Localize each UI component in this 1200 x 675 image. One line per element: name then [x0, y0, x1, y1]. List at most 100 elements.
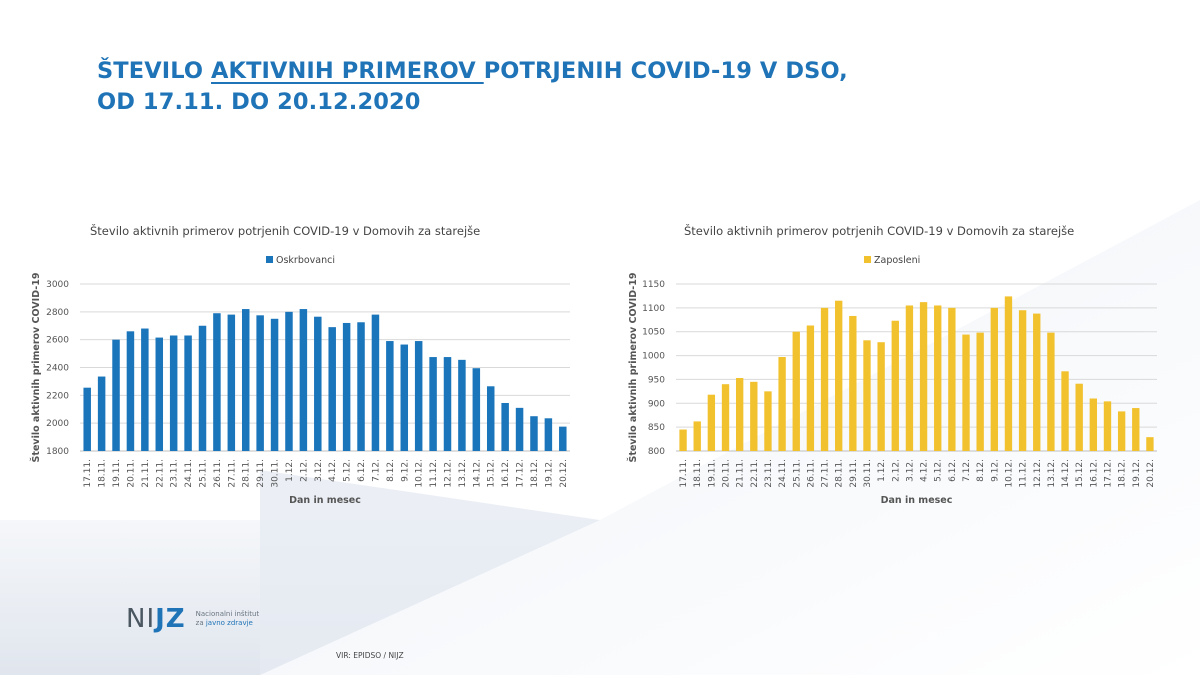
x-tick-label: 21.11.: [141, 459, 151, 488]
bar: [256, 315, 264, 451]
bar: [328, 327, 336, 451]
bar: [299, 309, 308, 451]
x-tick-label: 2.12.: [891, 459, 901, 482]
bar: [806, 325, 815, 451]
x-tick-label: 30.11.: [271, 459, 281, 488]
bar: [778, 357, 786, 451]
y-tick-label: 1050: [642, 328, 665, 338]
x-tick-label: 19.11.: [112, 459, 122, 488]
y-tick-label: 1000: [642, 352, 665, 362]
bar: [1004, 296, 1013, 451]
x-tick-label: 19.12.: [1132, 459, 1142, 488]
y-tick-label: 2400: [46, 364, 69, 374]
bar: [792, 331, 800, 451]
bar: [227, 314, 236, 451]
x-tick-label: 20.11.: [126, 459, 136, 488]
chart-title: Število aktivnih primerov potrjenih COVI…: [90, 223, 480, 238]
x-tick-label: 18.12.: [1118, 459, 1128, 488]
x-tick-label: 11.12.: [429, 459, 439, 488]
bar: [1117, 411, 1126, 451]
x-tick-label: 11.12.: [1019, 459, 1029, 488]
nijz-logo-mark: NIJZ: [126, 604, 186, 634]
bar: [948, 307, 956, 451]
bar: [1089, 398, 1098, 451]
x-tick-label: 26.11.: [213, 459, 223, 488]
x-tick-label: 7.12.: [962, 459, 972, 482]
bar: [863, 340, 871, 451]
x-tick-label: 24.11.: [778, 459, 788, 488]
x-tick-label: 17.11.: [83, 459, 93, 488]
bar: [472, 368, 481, 451]
x-tick-label: 29.11.: [256, 459, 266, 488]
x-tick-label: 16.12.: [501, 459, 511, 488]
x-tick-label: 5.12.: [343, 459, 353, 482]
legend-swatch: [864, 256, 871, 263]
x-tick-label: 18.11.: [693, 459, 703, 488]
x-tick-label: 10.12.: [1004, 459, 1014, 488]
x-tick-label: 19.12.: [544, 459, 554, 488]
x-tick-label: 26.11.: [806, 459, 816, 488]
y-axis-title: Število aktivnih primerov COVID-19: [627, 273, 639, 463]
x-tick-label: 27.11.: [227, 459, 237, 488]
bar: [962, 334, 970, 451]
y-axis-title: Število aktivnih primerov COVID-19: [30, 273, 42, 463]
x-tick-label: 4.12.: [920, 459, 930, 482]
slide-title-line-1: ŠTEVILO AKTIVNIH PRIMEROV POTRJENIH COVI…: [97, 58, 848, 84]
bar: [270, 318, 279, 451]
x-tick-label: 29.11.: [849, 459, 859, 488]
bar: [707, 394, 716, 451]
x-tick-label: 18.11.: [98, 459, 108, 488]
x-tick-label: 17.12.: [1103, 459, 1113, 488]
bar: [486, 386, 495, 451]
x-tick-label: 4.12.: [328, 459, 338, 482]
bar: [976, 332, 984, 451]
y-tick-label: 850: [648, 423, 665, 433]
bar: [530, 416, 538, 451]
x-tick-label: 15.12.: [487, 459, 497, 488]
bar: [919, 302, 928, 451]
x-tick-label: 15.12.: [1075, 459, 1085, 488]
bar: [184, 335, 192, 451]
bar: [342, 322, 351, 451]
title-underlined-text: AKTIVNIH PRIMEROV: [211, 58, 484, 84]
x-axis-title: Dan in mesec: [289, 495, 361, 506]
bar: [198, 325, 207, 451]
y-tick-label: 2000: [46, 419, 69, 429]
nijz-logo-text: Nacionalni inštitut za javno zdravje: [195, 610, 260, 627]
bar: [515, 407, 524, 451]
x-tick-label: 14.12.: [1061, 459, 1071, 488]
x-tick-label: 3.12.: [314, 459, 324, 482]
bar: [241, 309, 250, 451]
bar: [905, 305, 914, 451]
bar: [400, 344, 409, 451]
bar: [1075, 383, 1083, 451]
bar: [990, 307, 998, 451]
y-tick-label: 1100: [642, 304, 665, 314]
bar: [285, 311, 293, 451]
bar: [169, 335, 178, 451]
bar: [1103, 401, 1112, 451]
bar: [314, 316, 322, 451]
x-tick-label: 5.12.: [934, 459, 944, 482]
source-note: VIR: EPIDSO / NIJZ: [336, 651, 404, 660]
legend-label: Oskrbovanci: [276, 255, 335, 266]
bar: [429, 357, 437, 451]
x-tick-label: 30.11.: [863, 459, 873, 488]
x-tick-label: 23.11.: [170, 459, 180, 488]
bar: [386, 341, 394, 451]
x-tick-label: 13.12.: [458, 459, 468, 488]
bar: [1146, 437, 1154, 451]
y-tick-label: 2800: [46, 308, 69, 318]
x-tick-label: 6.12.: [357, 459, 367, 482]
x-tick-label: 17.12.: [516, 459, 526, 488]
bar: [1033, 313, 1041, 451]
x-tick-label: 20.12.: [559, 459, 569, 488]
x-tick-label: 20.11.: [722, 459, 732, 488]
bar: [357, 322, 365, 451]
y-tick-label: 3000: [46, 280, 69, 290]
bar: [891, 320, 899, 451]
nijz-logo: NIJZ Nacionalni inštitut za javno zdravj…: [126, 604, 259, 634]
x-tick-label: 21.11.: [736, 459, 746, 488]
